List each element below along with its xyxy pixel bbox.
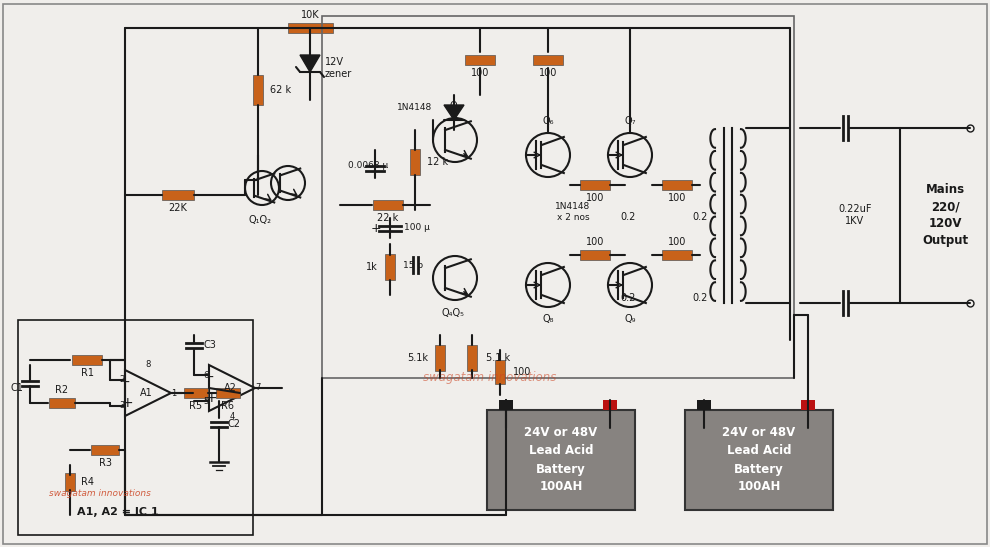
Polygon shape: [444, 105, 464, 120]
Text: 7: 7: [255, 383, 260, 393]
Bar: [322, 16, 794, 378]
Text: 5.1k: 5.1k: [408, 353, 429, 363]
Text: C1: C1: [10, 383, 23, 393]
Bar: [697, 400, 711, 410]
Text: 2: 2: [120, 375, 125, 385]
Text: 100: 100: [668, 237, 686, 247]
Text: Q₇: Q₇: [625, 116, 636, 126]
Text: 22 k: 22 k: [377, 213, 399, 223]
Text: 15 p: 15 p: [403, 260, 423, 270]
Text: 1N4148: 1N4148: [397, 102, 432, 112]
Bar: [373, 200, 403, 210]
Bar: [662, 250, 692, 260]
Text: R4: R4: [81, 477, 94, 487]
Bar: [49, 398, 75, 408]
Bar: [603, 400, 617, 410]
Bar: [18, 320, 253, 535]
Text: Q₁Q₂: Q₁Q₂: [248, 215, 271, 225]
Bar: [533, 55, 563, 65]
Text: Q₉: Q₉: [625, 314, 636, 324]
Text: C3: C3: [204, 340, 217, 350]
Text: 100: 100: [539, 68, 557, 78]
Text: R5: R5: [189, 401, 203, 411]
Text: A1, A2 = IC 1: A1, A2 = IC 1: [77, 507, 158, 517]
Text: 100: 100: [668, 193, 686, 203]
Bar: [253, 75, 263, 105]
Text: 0.2: 0.2: [692, 212, 708, 222]
Text: 0.2: 0.2: [621, 212, 636, 222]
Text: R6: R6: [222, 401, 235, 411]
Bar: [495, 360, 505, 384]
Text: 100: 100: [586, 193, 604, 203]
Text: 0.2: 0.2: [692, 293, 708, 303]
Text: 22K: 22K: [168, 203, 187, 213]
Text: Mains
220/
120V
Output: Mains 220/ 120V Output: [922, 183, 968, 247]
Bar: [467, 345, 477, 371]
Text: 24V or 48V
Lead Acid
Battery
100AH: 24V or 48V Lead Acid Battery 100AH: [525, 427, 598, 493]
Text: 1k: 1k: [366, 262, 378, 272]
Text: 12V
zener: 12V zener: [325, 57, 352, 79]
Bar: [499, 400, 513, 410]
Bar: [410, 149, 420, 175]
Text: swagatam innovations: swagatam innovations: [50, 488, 150, 498]
Bar: [216, 388, 240, 398]
Text: R3: R3: [98, 458, 112, 468]
Text: R1: R1: [80, 368, 93, 378]
Text: +: +: [205, 391, 217, 405]
Text: Q₈: Q₈: [543, 314, 553, 324]
Text: Q₆: Q₆: [543, 116, 553, 126]
Bar: [162, 190, 194, 200]
Text: A1: A1: [140, 388, 152, 398]
Text: +: +: [121, 396, 133, 410]
Bar: [801, 400, 815, 410]
Text: swagatam innovations: swagatam innovations: [424, 370, 556, 383]
Text: 3: 3: [120, 401, 125, 410]
Text: 5.1 k: 5.1 k: [486, 353, 510, 363]
Bar: [662, 180, 692, 190]
Polygon shape: [300, 55, 320, 72]
Text: 100: 100: [513, 367, 532, 377]
Text: 0.0068 µ: 0.0068 µ: [348, 160, 388, 170]
Text: R2: R2: [55, 385, 68, 395]
Text: 100 µ: 100 µ: [404, 224, 430, 232]
Bar: [65, 473, 75, 491]
Bar: [580, 180, 610, 190]
Bar: [685, 410, 833, 510]
Bar: [72, 355, 102, 365]
Text: 0.22uF
1KV: 0.22uF 1KV: [839, 204, 872, 226]
Text: 100: 100: [586, 237, 604, 247]
Bar: [580, 250, 610, 260]
Bar: [184, 388, 208, 398]
Text: Q₄Q₅: Q₄Q₅: [442, 308, 464, 318]
Text: +: +: [370, 222, 381, 235]
Text: 5: 5: [204, 397, 209, 405]
Text: 10K: 10K: [301, 10, 320, 20]
Bar: [465, 55, 495, 65]
Text: A2: A2: [224, 383, 237, 393]
Bar: [487, 410, 635, 510]
Text: C2: C2: [228, 419, 241, 429]
Text: 12 k: 12 k: [428, 157, 448, 167]
Text: 24V or 48V
Lead Acid
Battery
100AH: 24V or 48V Lead Acid Battery 100AH: [723, 427, 796, 493]
Text: 62 k: 62 k: [270, 85, 292, 95]
Bar: [385, 254, 395, 280]
Text: 8: 8: [146, 360, 150, 369]
Bar: [91, 445, 119, 455]
Bar: [287, 23, 333, 33]
Text: -: -: [209, 371, 214, 385]
Text: 4: 4: [230, 412, 235, 421]
Text: Q₃: Q₃: [449, 101, 460, 111]
Text: 0.2: 0.2: [621, 293, 636, 303]
Text: 100: 100: [471, 68, 489, 78]
Bar: [435, 345, 445, 371]
Text: 6: 6: [204, 370, 209, 380]
Text: 1: 1: [171, 388, 176, 398]
Text: -: -: [125, 376, 130, 390]
Text: 1N4148
x 2 nos: 1N4148 x 2 nos: [555, 202, 591, 222]
